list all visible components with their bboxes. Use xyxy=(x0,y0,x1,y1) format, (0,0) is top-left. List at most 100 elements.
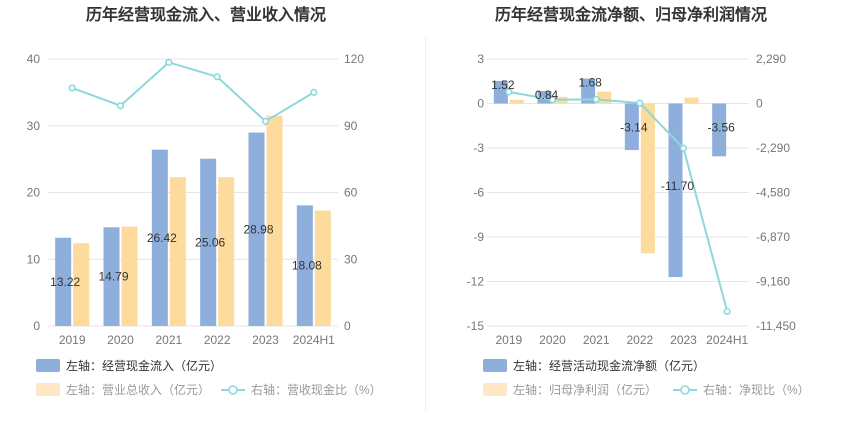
ratio-line-point xyxy=(68,84,76,92)
left-axis-tick-label: -9 xyxy=(473,230,484,244)
x-axis-tick-label: 2024H1 xyxy=(293,333,335,347)
left-axis-tick-label: 40 xyxy=(27,52,41,66)
bar-data-label: 25.06 xyxy=(195,235,225,249)
right-axis-tick-label: 90 xyxy=(344,119,358,133)
bar-data-label: 1.52 xyxy=(491,78,515,92)
bar-secondary xyxy=(640,103,655,254)
ratio-line-point xyxy=(636,99,644,107)
bar-secondary xyxy=(597,91,612,104)
bar-primary xyxy=(248,132,265,326)
legend-label: 左轴：经营现金流入（亿元） xyxy=(66,358,222,373)
left-axis-tick-label: -6 xyxy=(473,186,484,200)
left-axis-tick-label: 20 xyxy=(27,186,41,200)
bar-secondary xyxy=(121,226,138,326)
bar-primary xyxy=(668,103,683,278)
left-axis-tick-label: 10 xyxy=(27,252,41,266)
bar-secondary xyxy=(169,177,186,326)
x-axis-tick-label: 2019 xyxy=(495,333,522,347)
left-axis-tick-label: 3 xyxy=(477,52,484,66)
bar-secondary xyxy=(73,243,90,326)
right-axis-tick-label: -2,290 xyxy=(756,141,790,155)
right-axis-tick-label: -4,580 xyxy=(756,186,790,200)
x-axis-tick-label: 2020 xyxy=(107,333,134,347)
right-axis-tick-label: 0 xyxy=(756,97,763,111)
right-axis-tick-label: -9,160 xyxy=(756,275,790,289)
legend-label: 左轴：经营活动现金流净额（亿元） xyxy=(513,358,705,373)
bar-secondary xyxy=(314,210,331,326)
right-axis-tick-label: 0 xyxy=(344,319,351,333)
bar-primary xyxy=(712,103,727,157)
bar-data-label: 1.68 xyxy=(578,76,602,90)
ratio-line-point xyxy=(165,58,173,66)
bar-primary xyxy=(200,158,217,326)
left-axis-tick-label: 30 xyxy=(27,119,41,133)
bar-secondary xyxy=(218,177,235,326)
bar-data-label: 13.22 xyxy=(50,275,80,289)
right-axis-tick-label: 60 xyxy=(344,186,358,200)
legend-label: 右轴：营收现金比（%） xyxy=(251,382,382,397)
bar-data-label: -3.14 xyxy=(620,121,648,135)
chart-title: 历年经营现金流入、营业收入情况 xyxy=(86,5,326,24)
bar-primary xyxy=(624,103,639,151)
left-axis-tick-label: 0 xyxy=(477,97,484,111)
right-axis-tick-label: 2,290 xyxy=(756,52,786,66)
ratio-line-point xyxy=(116,102,125,110)
legend-line-marker xyxy=(228,385,238,395)
legend-swatch xyxy=(483,359,507,372)
x-axis-tick-label: 2022 xyxy=(204,333,231,347)
right-axis-tick-label: -11,450 xyxy=(756,319,796,333)
x-axis-tick-label: 2020 xyxy=(539,333,566,347)
ratio-line xyxy=(508,90,729,312)
bar-data-label: 28.98 xyxy=(243,222,273,236)
bar-primary xyxy=(103,227,120,326)
ratio-line xyxy=(71,61,315,123)
bar-data-label: -3.56 xyxy=(707,121,735,135)
ratio-line-point xyxy=(310,88,318,96)
bar-secondary xyxy=(509,99,524,104)
bar-data-label: 18.08 xyxy=(292,259,322,273)
chart-panel-2: 历年经营现金流净额、归母净利润情况 -15 -12 -9 -6 -3 0 3 -11,450 -9… xyxy=(467,5,810,397)
bar-primary xyxy=(296,205,313,326)
bar-secondary xyxy=(266,115,283,326)
legend-swatch xyxy=(36,359,60,372)
bar-primary xyxy=(537,91,552,104)
legend-swatch xyxy=(483,383,507,396)
right-axis-tick-label: 120 xyxy=(344,52,364,66)
ratio-line-point xyxy=(723,307,731,316)
bar-primary xyxy=(493,80,508,104)
x-axis-tick-label: 2024H1 xyxy=(706,333,748,347)
legend-label: 左轴：营业总收入（亿元） xyxy=(66,382,210,397)
bar-primary xyxy=(581,78,596,104)
bar-primary xyxy=(55,237,72,326)
legend-swatch xyxy=(36,383,60,396)
left-axis-tick-label: -3 xyxy=(473,141,484,155)
x-axis-tick-label: 2023 xyxy=(252,333,279,347)
ratio-line-point xyxy=(213,73,221,81)
ratio-line-point xyxy=(261,117,270,125)
ratio-line-point xyxy=(505,88,513,96)
x-axis-tick-label: 2023 xyxy=(670,333,697,347)
bar-data-label: 0.84 xyxy=(535,88,559,102)
right-axis-tick-label: 30 xyxy=(344,252,358,266)
ratio-line-point xyxy=(679,144,688,152)
ratio-line-point xyxy=(548,96,557,104)
ratio-line-point xyxy=(592,95,600,104)
legend-line-marker xyxy=(680,385,690,395)
bar-data-label: -11.70 xyxy=(661,179,694,193)
left-axis-tick-label: 0 xyxy=(33,319,40,333)
x-axis-tick-label: 2021 xyxy=(155,333,182,347)
bar-secondary xyxy=(684,97,699,104)
right-axis-tick-label: -6,870 xyxy=(756,230,790,244)
bar-primary xyxy=(151,149,168,326)
left-axis-tick-label: -12 xyxy=(467,275,485,289)
legend-label: 右轴：净现比（%） xyxy=(703,382,810,397)
chart-title: 历年经营现金流净额、归母净利润情况 xyxy=(495,5,767,24)
legend-label: 左轴：归母净利润（亿元） xyxy=(513,382,657,397)
bar-data-label: 14.79 xyxy=(98,270,128,284)
bar-data-label: 26.42 xyxy=(147,231,177,245)
x-axis-tick-label: 2019 xyxy=(59,333,86,347)
x-axis-tick-label: 2021 xyxy=(583,333,610,347)
chart-panel-1: 历年经营现金流入、营业收入情况 0 10 20 30 40 0 30 60 90 120 2019 20… xyxy=(27,5,382,397)
